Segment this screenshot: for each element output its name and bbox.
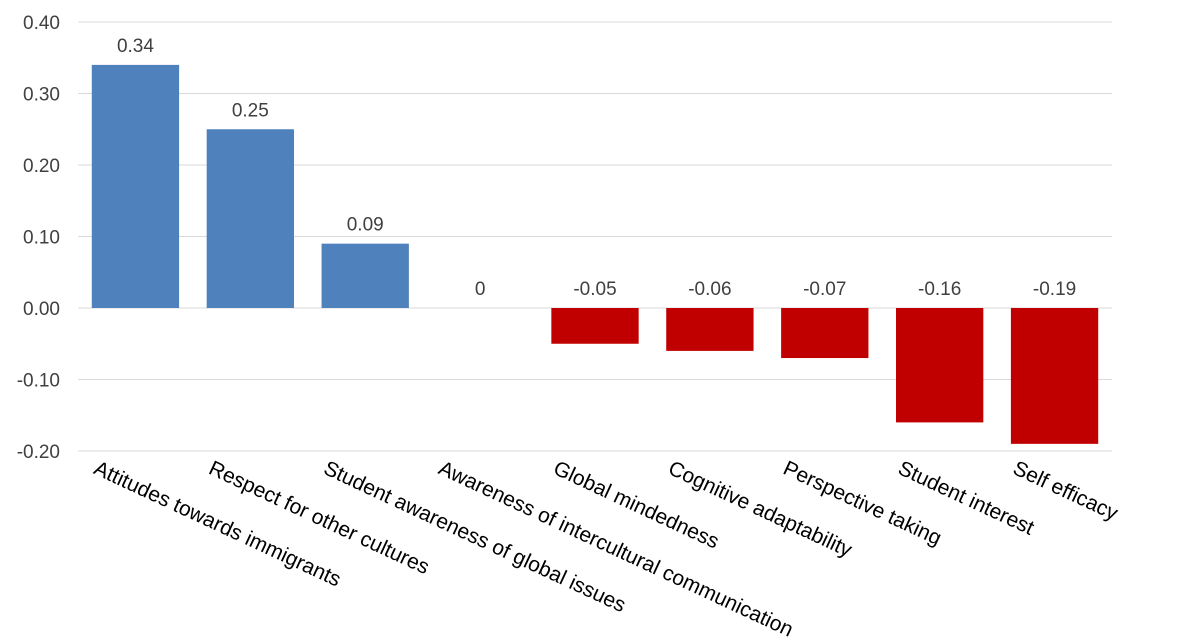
- data-label: 0.25: [232, 100, 269, 121]
- y-tick-label: 0.10: [23, 228, 60, 249]
- data-label: 0.09: [347, 215, 384, 236]
- y-tick-label: 0.30: [23, 85, 60, 106]
- y-tick-label: -0.20: [17, 442, 60, 463]
- category-label: Cognitive adaptability: [665, 457, 856, 562]
- bar: [666, 308, 754, 351]
- y-axis-tick-labels: 0.40 0.30 0.20 0.10 0.00 -0.10 -0.20: [17, 13, 60, 463]
- bar: [91, 64, 180, 309]
- y-tick-label: 0.40: [23, 13, 60, 34]
- bar: [896, 308, 984, 423]
- data-labels: 0.34 0.25 0.09 0 -0.05 -0.06 -0.07 -0.16 -0.19: [117, 36, 1076, 300]
- bar: [781, 308, 869, 359]
- data-label: 0: [475, 279, 486, 300]
- data-label: 0.34: [117, 36, 154, 57]
- bar: [321, 243, 409, 308]
- bar: [1010, 308, 1099, 444]
- bar: [206, 129, 294, 308]
- data-label: -0.07: [803, 279, 846, 300]
- bars: [91, 64, 1099, 444]
- bar: [551, 308, 639, 344]
- y-tick-label: -0.10: [17, 371, 60, 392]
- data-label: -0.19: [1033, 279, 1076, 300]
- data-label: -0.05: [573, 279, 616, 300]
- y-tick-label: 0.20: [23, 156, 60, 177]
- data-label: -0.16: [918, 279, 961, 300]
- y-tick-label: 0.00: [23, 299, 60, 320]
- data-label: -0.06: [688, 279, 731, 300]
